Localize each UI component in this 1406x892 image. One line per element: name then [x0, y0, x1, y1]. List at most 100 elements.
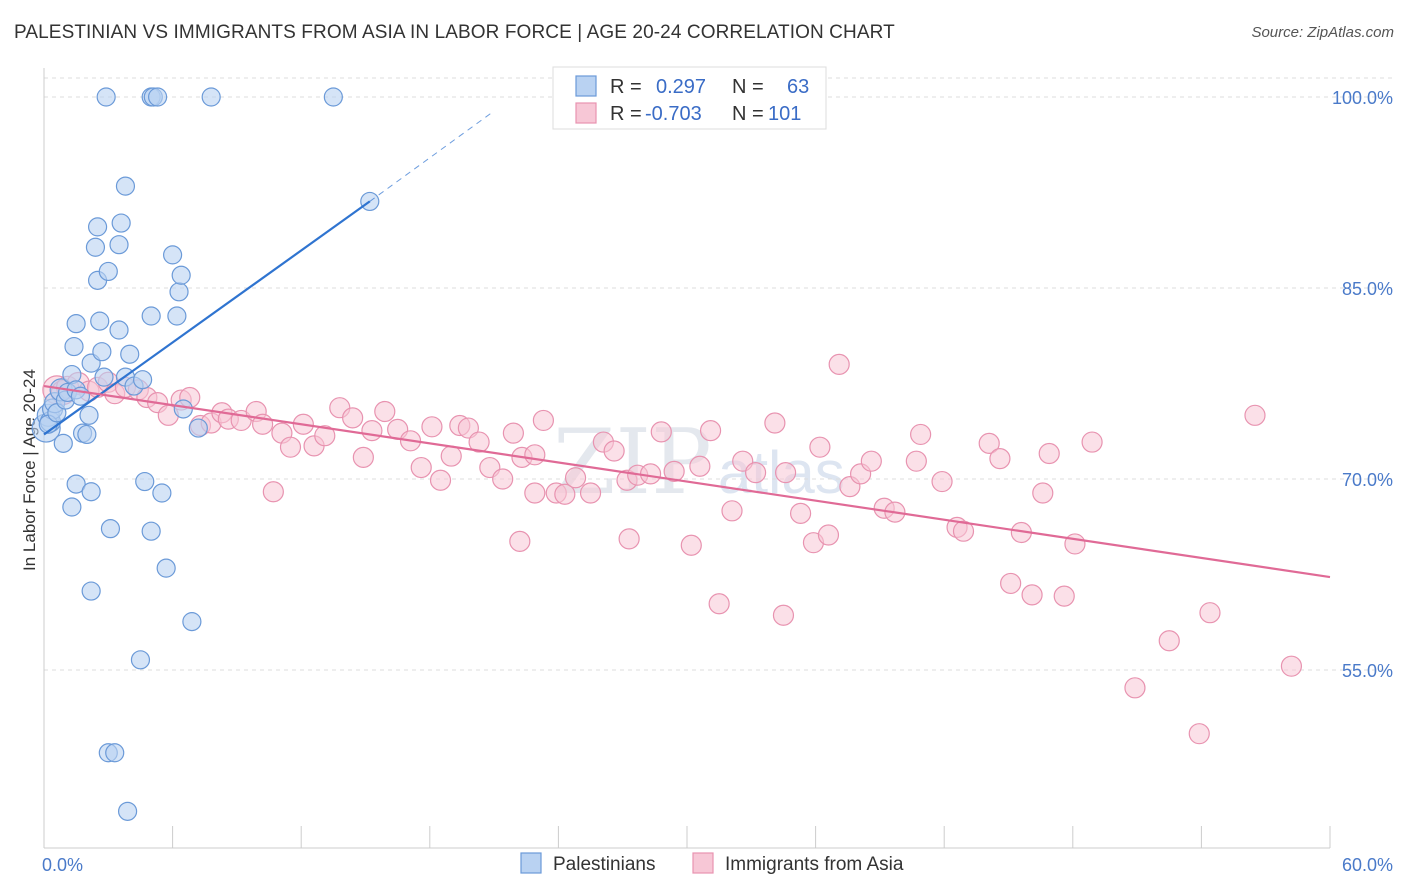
axes: [43, 68, 1331, 849]
blue-point-38: [147, 87, 168, 107]
gridlines: [44, 77, 1392, 671]
pink-point-26: [314, 425, 336, 447]
legend-n-value-0: 63: [787, 76, 809, 98]
y-tick-labels: 55.0% 70.0% 85.0% 100.0%: [1332, 88, 1393, 681]
pink-point-63: [764, 412, 786, 434]
blue-point-50: [81, 482, 101, 502]
x-tick-0: 0.0%: [42, 855, 83, 875]
bottom-legend-swatch-palestinians: [520, 852, 542, 874]
blue-point-15: [66, 314, 86, 334]
pink-point-65: [789, 502, 812, 524]
pink-point-35: [421, 416, 443, 438]
trend-palestinians-extension: [369, 110, 495, 202]
blue-point-61: [156, 558, 176, 578]
blue-point-35: [141, 306, 161, 326]
pink-point-48: [554, 483, 576, 505]
watermark-zip: ZIP: [553, 410, 712, 515]
trend-immigrants-from-asia: [43, 384, 1331, 579]
pink-point-79: [1000, 572, 1022, 595]
x-tick-labels: 0.0% 60.0%: [42, 855, 1393, 875]
blue-point-21: [85, 237, 106, 257]
legend-n-label-1: N =: [732, 103, 764, 125]
pink-point-52: [603, 440, 625, 462]
blue-point-57: [130, 650, 151, 670]
blue-point-20: [87, 217, 108, 237]
pink-point-34: [410, 456, 432, 479]
blue-point-60: [117, 801, 138, 821]
pink-point-42: [492, 468, 514, 490]
pink-point-28: [342, 407, 364, 429]
y-tick-85: 85.0%: [1342, 279, 1393, 299]
pink-point-77: [978, 432, 1000, 454]
pink-point-23: [279, 436, 302, 458]
pink-point-81: [1021, 584, 1043, 606]
blue-point-45: [201, 87, 221, 107]
pink-point-30: [361, 420, 383, 442]
legend-swatch-blue: [575, 75, 597, 97]
pink-point-31: [374, 400, 396, 423]
legend-box: [552, 66, 827, 130]
chart-title: PALESTINIAN VS IMMIGRANTS FROM ASIA IN L…: [14, 22, 895, 43]
pink-point-60: [721, 500, 743, 522]
pink-point-55: [639, 463, 662, 485]
y-tick-70: 70.0%: [1342, 470, 1393, 490]
pink-point-86: [1081, 431, 1103, 453]
series-palestinians: [31, 87, 380, 821]
blue-point-23: [90, 311, 110, 331]
legend-r-label-1: R =: [610, 103, 642, 125]
pink-point-96: [262, 481, 284, 503]
pink-point-78: [989, 448, 1011, 470]
pink-point-62: [744, 462, 767, 484]
blue-point-55: [81, 581, 101, 601]
trend-palestinians: [43, 200, 371, 436]
pink-point-94: [524, 482, 546, 504]
blue-point-42: [171, 265, 191, 285]
pink-point-89: [708, 593, 730, 615]
pink-point-56: [650, 421, 672, 443]
pink-point-36: [429, 469, 452, 491]
trend-lines: [43, 110, 1331, 579]
blue-point-26: [98, 261, 118, 282]
blue-point-27: [109, 235, 129, 255]
pink-point-50: [579, 482, 602, 504]
pink-point-92: [817, 524, 840, 546]
pink-point-98: [1158, 630, 1180, 652]
pink-point-46: [532, 409, 554, 432]
blue-point-43: [173, 399, 193, 419]
blue-point-53: [141, 521, 161, 541]
pink-point-97: [1244, 404, 1266, 426]
blue-point-48: [66, 474, 86, 494]
pink-point-85: [1064, 533, 1086, 555]
blue-point-28: [111, 213, 131, 233]
pink-point-59: [699, 420, 722, 442]
bottom-legend-swatch-immigrants: [692, 852, 714, 874]
source-credit: Source: ZipAtlas.com: [1251, 24, 1394, 41]
pink-point-82: [1032, 482, 1054, 504]
bottom-legend-immigrants-from-asia: Immigrants from Asia: [725, 854, 904, 875]
pink-point-100: [1199, 602, 1221, 624]
pink-point-99: [1188, 723, 1210, 745]
legend-r-value-0: 0.297: [656, 76, 706, 98]
blue-point-32: [120, 344, 140, 364]
pink-point-90: [772, 604, 795, 626]
blue-point-51: [100, 519, 121, 539]
pink-point-58: [689, 455, 711, 477]
y-tick-55: 55.0%: [1342, 661, 1393, 681]
pink-point-83: [1038, 442, 1060, 465]
pink-point-88: [680, 534, 702, 556]
blue-point-40: [167, 306, 187, 326]
blue-point-17: [77, 424, 97, 445]
pink-point-93: [828, 353, 850, 375]
pink-point-76: [952, 520, 975, 542]
pink-point-87: [509, 530, 531, 552]
y-axis-label: In Labor Force | Age 20-24: [20, 369, 39, 571]
pink-point-57: [663, 460, 685, 482]
pink-point-37: [440, 445, 462, 467]
pink-point-95: [618, 528, 640, 550]
blue-point-25: [94, 367, 114, 387]
blue-point-54: [152, 483, 172, 503]
y-tick-100: 100.0%: [1332, 88, 1393, 108]
blue-point-56: [182, 612, 202, 632]
blue-point-44: [188, 418, 208, 438]
